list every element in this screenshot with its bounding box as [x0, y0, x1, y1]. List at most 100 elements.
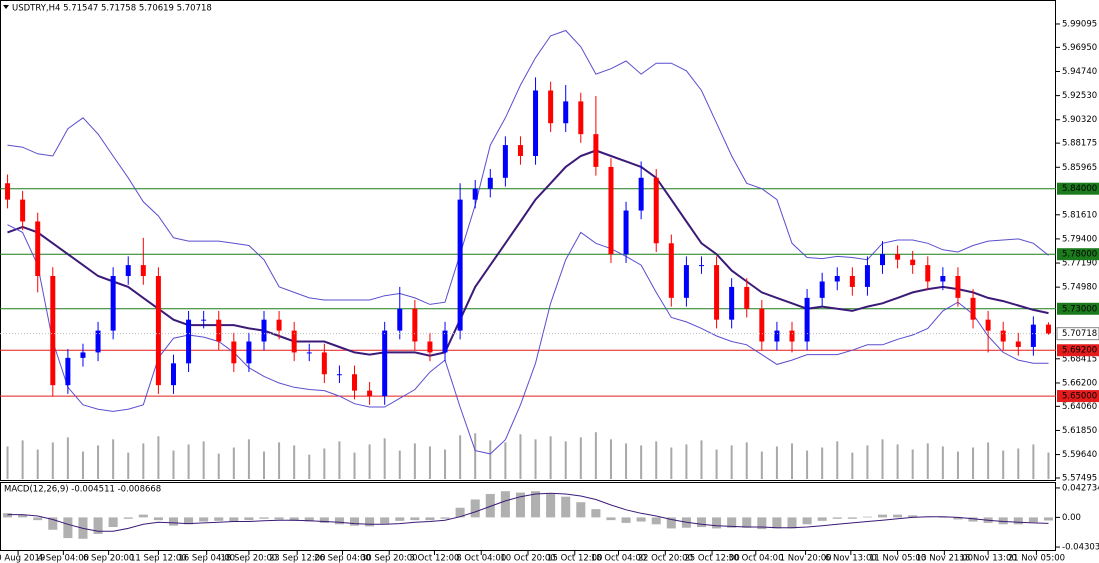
candle-body — [472, 188, 478, 200]
macd-bar — [425, 517, 435, 521]
volume-bar — [383, 438, 386, 479]
x-tick-label: 22 Oct 20:00 — [638, 554, 693, 563]
candle-body — [1015, 341, 1021, 347]
volume-bar — [941, 446, 944, 479]
volume-bar — [715, 449, 718, 479]
x-tick-label: 10 Oct 20:00 — [500, 554, 555, 563]
candle-body — [276, 319, 282, 331]
candle-body — [110, 276, 116, 331]
chart-title: USDTRY,H4 5.71547 5.71758 5.70619 5.7071… — [12, 4, 212, 14]
macd-bar — [48, 517, 58, 530]
volume-bar — [217, 453, 220, 479]
volume-bar — [172, 450, 175, 479]
volume-bar — [187, 444, 190, 479]
macd-bar — [93, 517, 103, 534]
level-label: 5.65000 — [1062, 392, 1097, 402]
volume-bar — [247, 439, 250, 479]
macd-bar — [304, 517, 314, 522]
y-tick-label: 5.77190 — [1062, 259, 1097, 269]
current-price-box — [1056, 327, 1099, 341]
x-tick-label: 11 Sep 12:00 — [130, 554, 187, 563]
x-tick-label: 18 Oct 04:00 — [591, 554, 646, 563]
macd-bar — [500, 491, 510, 518]
candle-body — [35, 221, 41, 277]
volume-bar — [926, 443, 929, 479]
candle-body — [774, 330, 780, 342]
level-label: 5.73000 — [1062, 304, 1097, 314]
candle-body — [155, 276, 161, 386]
volume-bar — [866, 445, 869, 479]
candle-body — [487, 177, 493, 189]
y-tick-label: 5.66200 — [1062, 378, 1097, 388]
volume-bar — [278, 442, 281, 479]
macd-bar — [666, 517, 676, 529]
macd-bar — [395, 517, 405, 521]
volume-bar — [1032, 444, 1035, 479]
macd-bar — [1013, 517, 1023, 525]
candle-body — [593, 134, 599, 167]
volume-bar — [398, 450, 401, 479]
candle-body — [20, 199, 26, 222]
candle-body — [970, 297, 976, 320]
candle-body — [880, 254, 886, 266]
candle-body — [502, 145, 508, 178]
level-label-box — [1057, 390, 1099, 403]
y-tick-label: 5.96950 — [1062, 43, 1097, 53]
candle-body — [5, 183, 11, 200]
macd-bar — [380, 517, 390, 524]
macd-bar — [410, 517, 420, 521]
volume-bar — [579, 437, 582, 479]
volume-bar — [655, 441, 658, 479]
volume-bar — [609, 439, 612, 479]
volume-bar — [836, 441, 839, 479]
volume-bar — [459, 435, 462, 479]
y-tick-label: 5.79400 — [1062, 234, 1097, 244]
candle-body — [925, 265, 931, 282]
volume-bar — [896, 444, 899, 479]
macd-bar — [63, 517, 73, 539]
symbol-menu-arrow[interactable] — [3, 5, 9, 9]
volume-bar — [760, 451, 763, 479]
macd-bar — [938, 517, 948, 518]
y-tick-label: 0.042734 — [1062, 483, 1099, 493]
x-tick-label: 18 Nov 13:00 — [959, 554, 1016, 563]
volume-bar — [157, 436, 160, 479]
candle-body — [804, 297, 810, 342]
candle-body — [698, 265, 704, 267]
volume-bar — [338, 441, 341, 479]
volume-bar — [474, 433, 477, 479]
x-tick-label: 15 Oct 12:00 — [547, 554, 602, 563]
macd-bar — [199, 517, 209, 522]
volume-bar — [806, 450, 809, 479]
y-tick-label: 5.90320 — [1062, 115, 1097, 125]
candle-body — [367, 390, 373, 397]
macd-bar — [33, 517, 43, 521]
volume-bar — [127, 452, 130, 479]
volume-bar — [881, 439, 884, 479]
volume-bar — [956, 451, 959, 479]
x-tick-label: 30 Aug 2019 — [0, 554, 45, 563]
macd-bar — [862, 516, 872, 518]
macd-bar — [591, 509, 601, 518]
macd-bar — [651, 517, 661, 525]
candle-body — [864, 265, 870, 287]
macd-bar — [18, 514, 28, 518]
candle-body — [955, 276, 961, 298]
x-tick-label: 25 Oct 12:00 — [684, 554, 739, 563]
candle-body — [95, 330, 101, 353]
macd-bar — [244, 517, 254, 521]
candle-body — [412, 308, 418, 342]
volume-bar — [1047, 452, 1050, 479]
macd-bar — [998, 517, 1008, 525]
macd-label: MACD(12,26,9) -0.004511 -0.008668 — [4, 485, 161, 495]
macd-bar — [832, 517, 842, 519]
candle-body — [352, 374, 358, 391]
candle-body — [714, 265, 720, 320]
candle-body — [638, 177, 644, 211]
volume-bar — [489, 440, 492, 479]
candle-body — [457, 199, 463, 331]
volume-bar — [6, 446, 9, 479]
macd-bar — [470, 499, 480, 518]
macd-bar — [319, 517, 329, 523]
candle-body — [125, 265, 131, 277]
